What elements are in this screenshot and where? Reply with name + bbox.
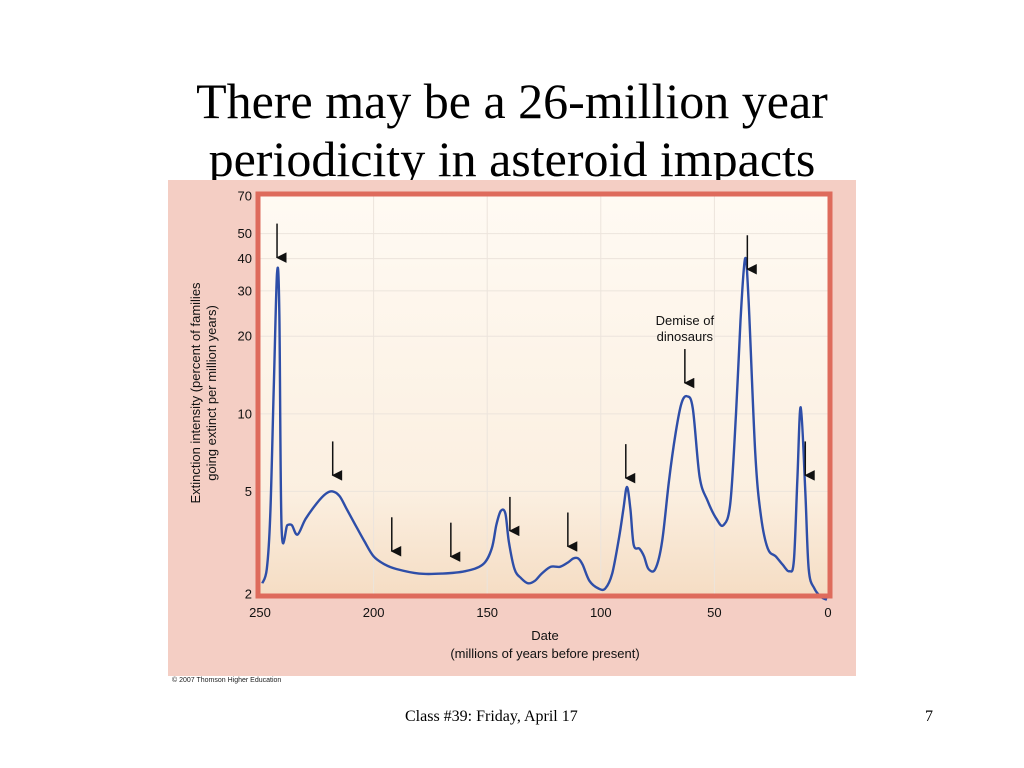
y-tick-label: 40 <box>238 251 252 266</box>
y-tick-labels: 2 5 10 20 30 40 50 70 <box>238 189 252 602</box>
title-line-2: periodicity in asteroid impacts <box>208 131 816 187</box>
slide-footer: Class #39: Friday, April 17 <box>405 708 578 725</box>
x-tick-label: 50 <box>707 605 721 620</box>
x-tick-label: 200 <box>363 605 385 620</box>
plot-background <box>260 196 828 594</box>
y-tick-label: 30 <box>238 283 252 298</box>
extinction-chart-figure: 2 5 10 20 30 40 50 70 250 200 150 100 50 0 Date (mil… <box>168 180 856 676</box>
x-tick-label: 100 <box>590 605 612 620</box>
x-axis-title-line-2: (millions of years before present) <box>450 646 639 661</box>
arrow-layer <box>275 223 815 562</box>
y-tick-label: 50 <box>238 226 252 241</box>
y-tick-label: 70 <box>238 189 252 204</box>
x-tick-labels: 250 200 150 100 50 0 <box>249 605 831 620</box>
annotation-line-1: Demise of <box>656 313 715 328</box>
title-line-1: There may be a 26-million year <box>196 73 828 129</box>
annotation-demise-of-dinosaurs: Demise of dinosaurs <box>656 313 715 344</box>
page-number: 7 <box>925 708 933 725</box>
x-tick-label: 0 <box>824 605 831 620</box>
copyright-notice: © 2007 Thomson Higher Education <box>172 677 282 684</box>
y-axis-title-line-2: going extinct per million years) <box>204 305 219 481</box>
extinction-chart: 2 5 10 20 30 40 50 70 250 200 150 100 50 0 Date (mil… <box>188 189 833 661</box>
y-tick-label: 5 <box>245 484 252 499</box>
slide-title: There may be a 26-million year periodici… <box>0 72 1024 188</box>
y-tick-label: 10 <box>238 406 252 421</box>
y-tick-label: 20 <box>238 329 252 344</box>
plot-frame <box>255 191 833 599</box>
annotation-line-2: dinosaurs <box>657 329 714 344</box>
y-axis-title-line-1: Extinction intensity (percent of familie… <box>188 282 203 504</box>
extinction-series-line <box>261 256 828 601</box>
series-layer <box>261 256 828 601</box>
x-tick-label: 250 <box>249 605 271 620</box>
y-tick-label: 2 <box>245 587 252 602</box>
x-tick-label: 150 <box>476 605 498 620</box>
x-axis-title-line-1: Date <box>531 628 558 643</box>
